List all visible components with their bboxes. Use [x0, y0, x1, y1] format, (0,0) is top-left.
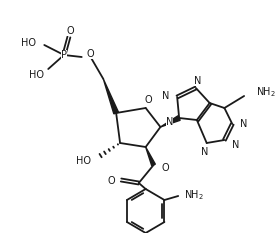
Text: O: O [145, 95, 152, 105]
Text: N: N [240, 119, 248, 129]
Polygon shape [160, 116, 180, 127]
Polygon shape [103, 79, 118, 114]
Text: O: O [162, 163, 169, 173]
Text: N: N [232, 140, 240, 150]
Text: N: N [162, 91, 169, 101]
Text: NH$_2$: NH$_2$ [256, 85, 276, 99]
Text: O: O [66, 26, 74, 36]
Text: HO: HO [76, 156, 90, 166]
Text: N: N [166, 117, 173, 127]
Text: NH$_2$: NH$_2$ [184, 188, 204, 202]
Text: O: O [87, 49, 94, 59]
Text: P: P [61, 50, 67, 60]
Text: O: O [108, 176, 115, 186]
Polygon shape [146, 147, 155, 166]
Text: N: N [194, 76, 202, 86]
Text: HO: HO [29, 70, 44, 80]
Text: HO: HO [21, 38, 36, 48]
Text: N: N [201, 147, 208, 157]
